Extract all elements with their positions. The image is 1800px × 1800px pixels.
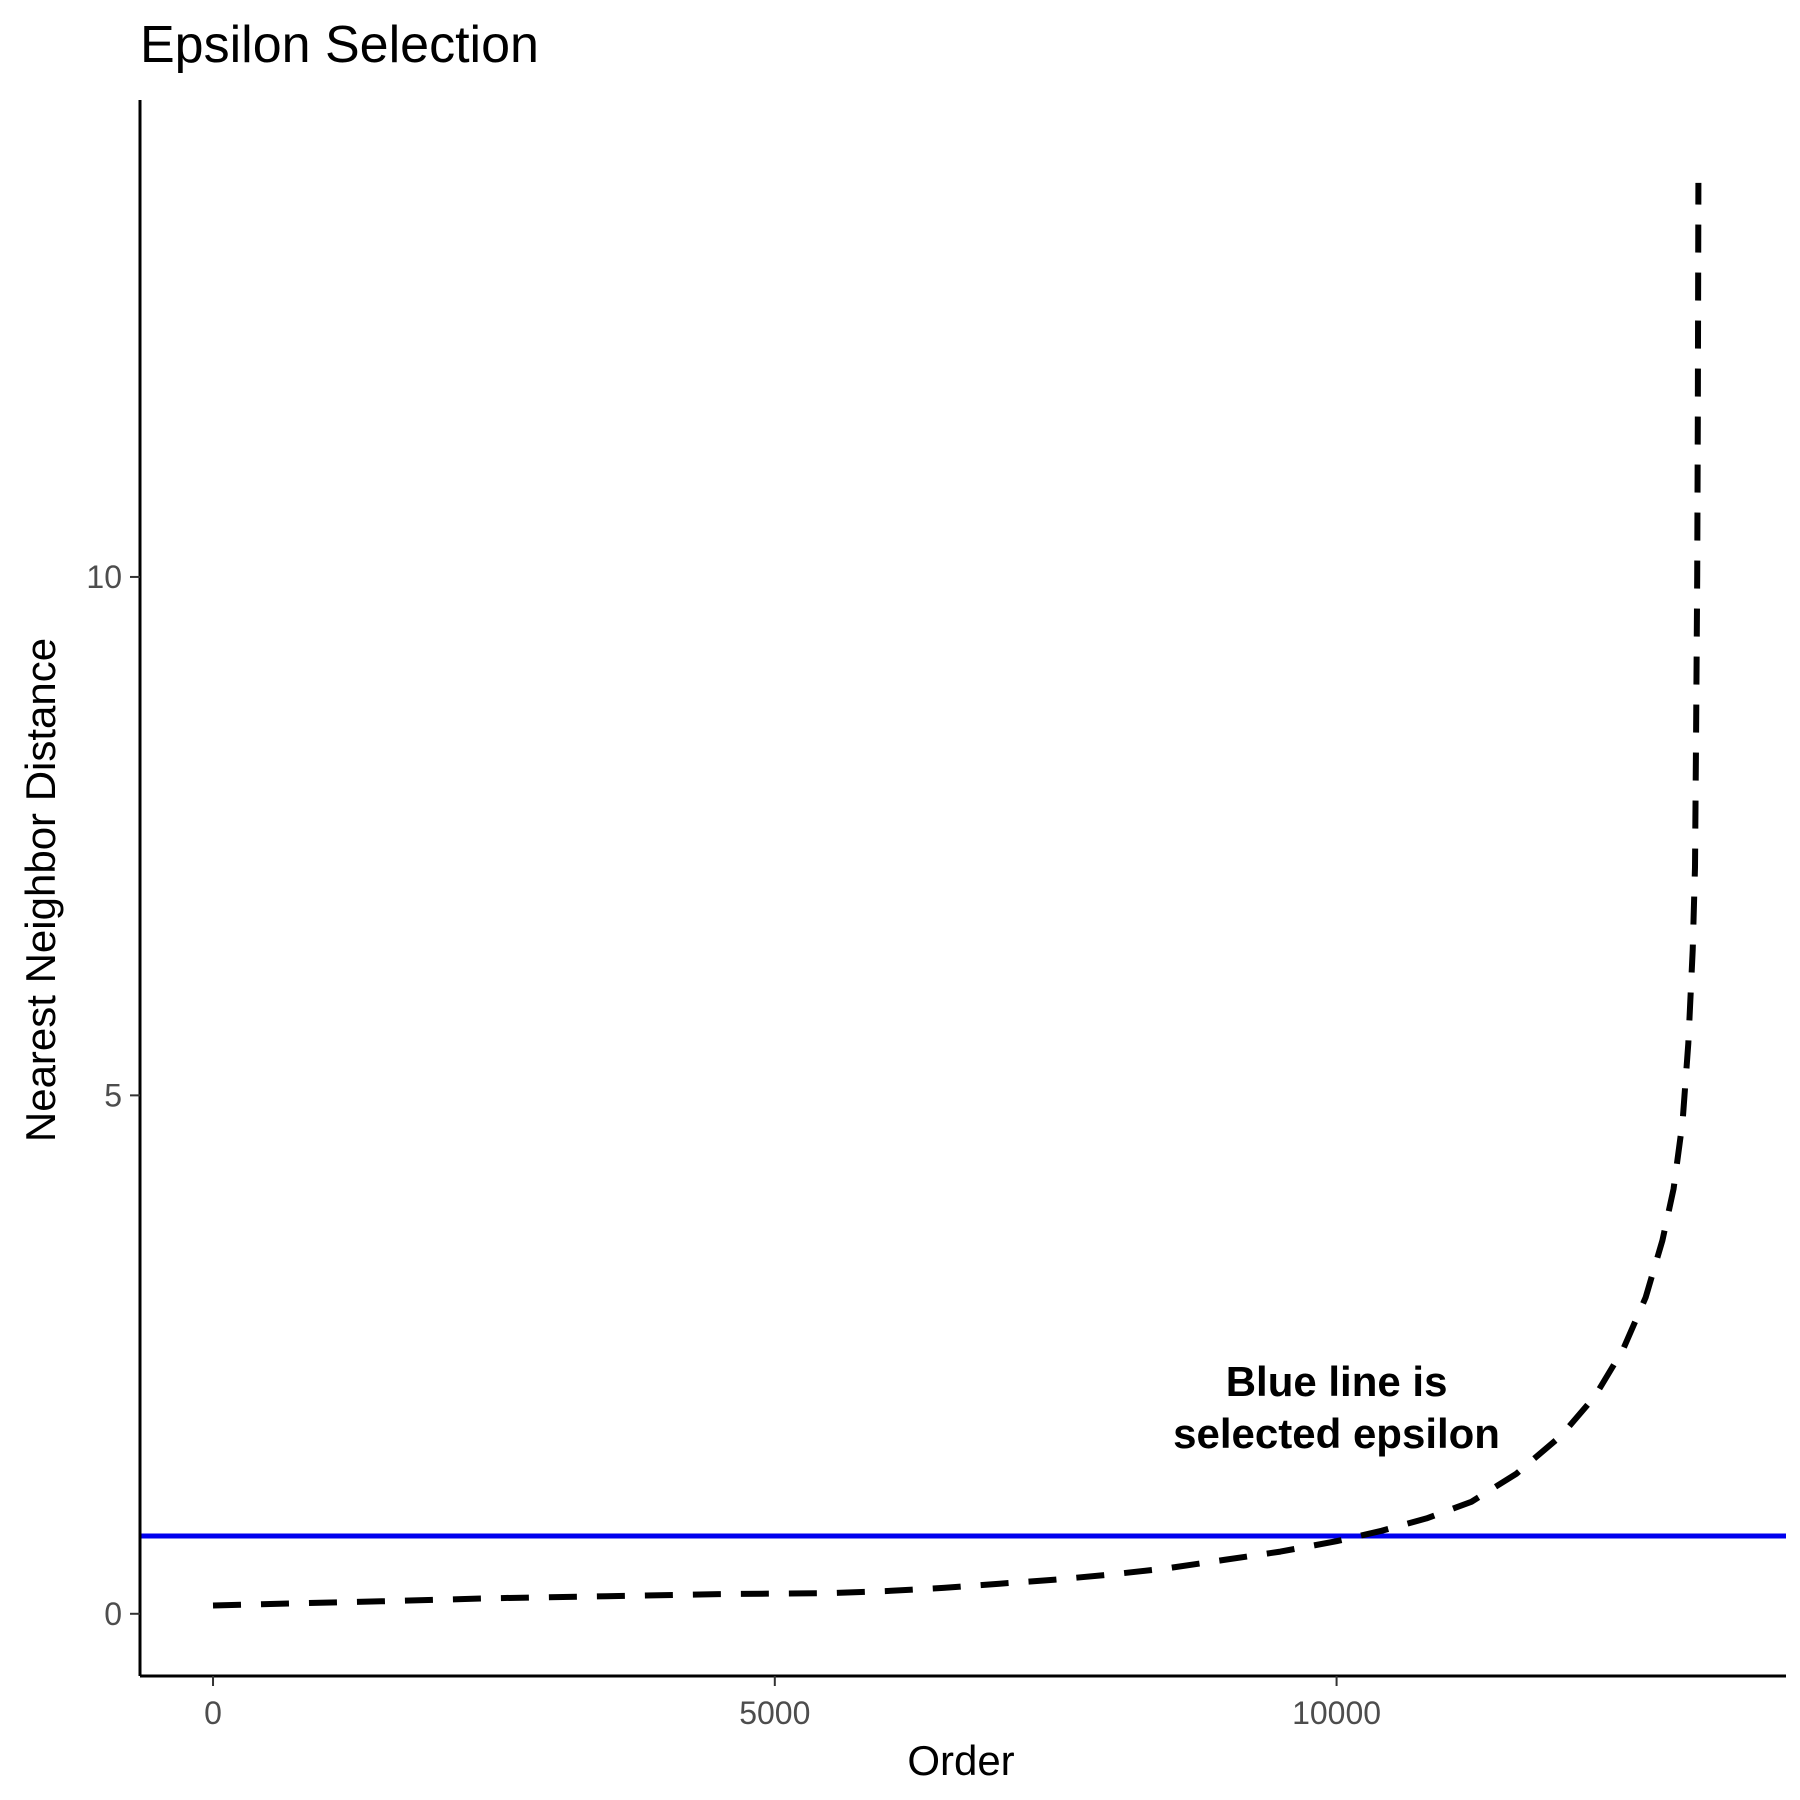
x-tick-label: 5000 (739, 1695, 810, 1731)
x-axis-label: Order (907, 1737, 1014, 1784)
y-tick-label: 5 (104, 1077, 122, 1113)
plot-area: Blue line is selected epsilon (140, 182, 1786, 1609)
x-tick-label: 10000 (1292, 1695, 1381, 1731)
annotation-line: selected epsilon (1173, 1410, 1500, 1457)
y-tick-label: 10 (86, 559, 122, 595)
y-axis-label: Nearest Neighbor Distance (17, 638, 64, 1142)
y-tick-label: 0 (104, 1596, 122, 1632)
x-axis-ticks: 0 5000 10000 (204, 1676, 1381, 1731)
distance-curve (212, 182, 1702, 1609)
x-tick-label: 0 (204, 1695, 222, 1731)
y-axis-ticks: 0 5 10 (86, 559, 140, 1632)
annotation-line: Blue line is (1226, 1358, 1448, 1405)
chart-title: Epsilon Selection (140, 16, 539, 74)
